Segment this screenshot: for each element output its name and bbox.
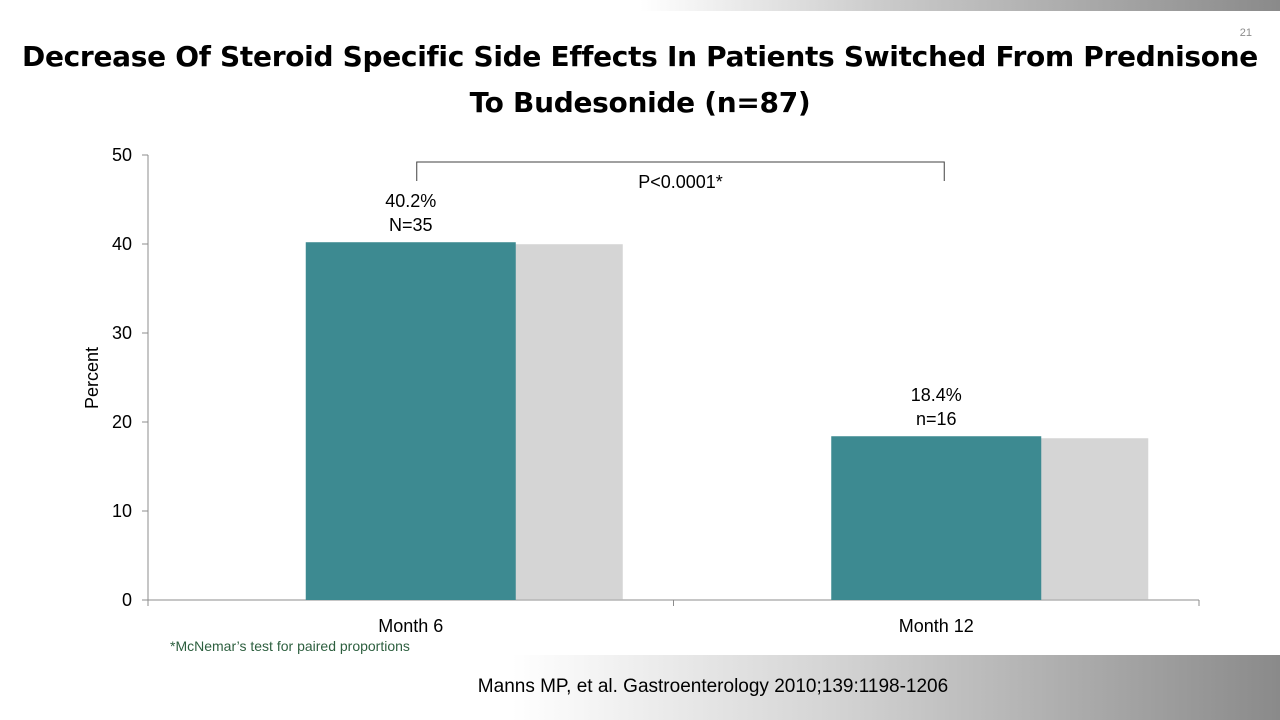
slide-number: 21 (1239, 27, 1252, 39)
y-tick-label: 30 (112, 323, 132, 343)
p-value-label: P<0.0001* (638, 172, 723, 192)
y-tick-label: 40 (112, 234, 132, 254)
x-tick-label: Month 6 (378, 616, 443, 636)
top-gradient-bar (0, 0, 1280, 11)
data-label: n=16 (916, 409, 957, 429)
data-label: N=35 (389, 215, 433, 235)
citation: Manns MP, et al. Gastroenterology 2010;1… (477, 676, 949, 697)
bottom-gradient-bar (0, 655, 1280, 720)
footnote: *McNemar’s test for paired proportions (170, 638, 410, 654)
y-tick-label: 20 (112, 412, 132, 432)
significance-bracket (416, 161, 945, 181)
y-tick-label: 50 (112, 145, 132, 165)
bar (305, 242, 516, 600)
y-axis-label: Percent (82, 347, 102, 409)
y-tick-label: 10 (112, 501, 132, 521)
data-label: 18.4% (911, 385, 962, 405)
data-label: 40.2% (385, 191, 436, 211)
x-tick-label: Month 12 (899, 616, 974, 636)
bar (831, 436, 1042, 600)
slide-title: Decrease Of Steroid Specific Side Effect… (22, 40, 1258, 119)
y-tick-label: 0 (122, 590, 132, 610)
